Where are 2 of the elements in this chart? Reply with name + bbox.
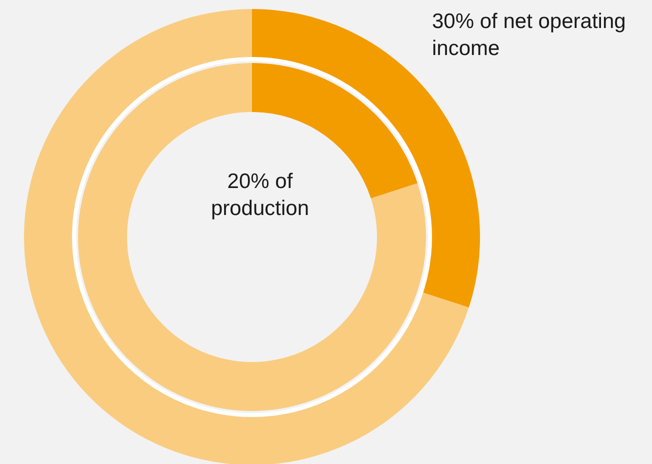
text: 30% of net operating income <box>432 9 627 62</box>
text: 20% of production <box>210 169 310 222</box>
